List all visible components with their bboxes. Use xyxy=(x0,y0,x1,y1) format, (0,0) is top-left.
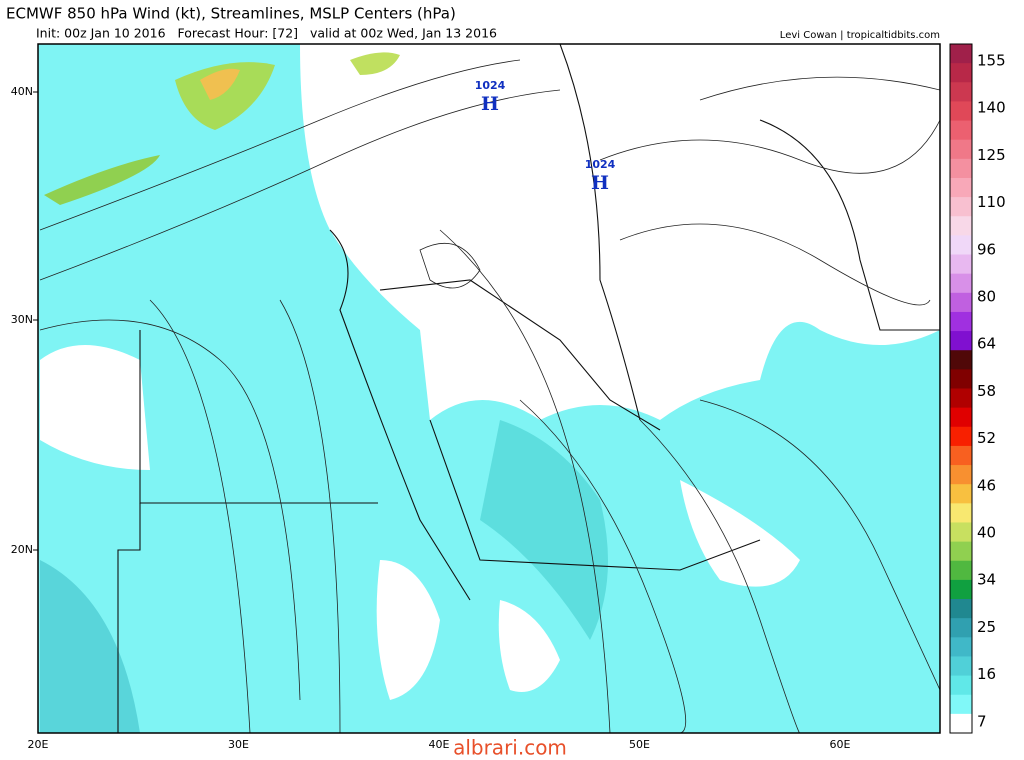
colorbar-swatch xyxy=(950,426,972,447)
colorbar-label: 110 xyxy=(977,193,1006,211)
colorbar-swatch xyxy=(950,120,972,141)
colorbar-label: 46 xyxy=(977,476,996,494)
colorbar-label: 155 xyxy=(977,52,1006,70)
pressure-value: 1024 xyxy=(475,79,506,92)
colorbar-swatch xyxy=(950,579,972,600)
colorbar-swatch xyxy=(950,158,972,179)
title: ECMWF 850 hPa Wind (kt), Streamlines, MS… xyxy=(6,5,456,23)
colorbar-label: 40 xyxy=(977,524,996,542)
colorbar-swatch xyxy=(950,177,972,198)
colorbar-label: 58 xyxy=(977,382,996,400)
colorbar-label: 140 xyxy=(977,99,1006,117)
colorbar-label: 125 xyxy=(977,146,1006,164)
longitude-label: 20E xyxy=(28,738,49,751)
colorbar-swatch xyxy=(950,694,972,715)
watermark: albrari.com xyxy=(453,736,567,760)
colorbar-label: 7 xyxy=(977,712,987,730)
land-clear xyxy=(498,600,560,692)
pressure-center: H xyxy=(481,93,499,115)
colorbar-swatch xyxy=(950,292,972,313)
map xyxy=(37,43,941,734)
colorbar-swatch xyxy=(950,388,972,409)
wind-shade xyxy=(40,560,140,733)
wind-shade xyxy=(350,52,400,75)
colorbar-swatch xyxy=(950,618,972,638)
colorbar-swatch xyxy=(950,235,972,256)
pressure-center: H xyxy=(591,172,609,194)
colorbar-swatch xyxy=(950,675,972,696)
colorbar-swatch xyxy=(950,273,972,294)
colorbar-swatch xyxy=(950,350,972,370)
colorbar-swatch xyxy=(950,465,972,485)
wind-shade xyxy=(44,155,160,205)
colorbar-label: 34 xyxy=(977,571,996,589)
colorbar-swatch xyxy=(950,407,972,428)
subtitle: Init: 00z Jan 10 2016 Forecast Hour: [72… xyxy=(36,26,497,41)
colorbar-swatch xyxy=(950,197,972,217)
colorbar-swatch xyxy=(950,656,972,677)
longitude-label: 30E xyxy=(228,738,249,751)
colorbar-swatch xyxy=(950,311,972,332)
colorbar-label: 16 xyxy=(977,665,996,683)
colorbar-swatch xyxy=(950,139,972,160)
colorbar-swatch xyxy=(950,254,972,275)
colorbar-frame xyxy=(949,43,973,734)
colorbar-swatch xyxy=(950,713,972,734)
streamlines xyxy=(39,59,940,733)
pressure-value: 1024 xyxy=(585,158,616,171)
credit: Levi Cowan | tropicaltidbits.com xyxy=(780,30,940,41)
colorbar-swatch xyxy=(950,63,972,83)
colorbar-swatch xyxy=(950,484,972,504)
latitude-label: 30N xyxy=(11,313,33,326)
latitude-label: 40N xyxy=(11,85,33,98)
colorbar-swatch xyxy=(950,503,972,523)
colorbar-swatch xyxy=(950,637,972,657)
land-clear xyxy=(40,345,150,470)
colorbar-swatch xyxy=(950,599,972,619)
map-frame xyxy=(37,43,941,734)
colorbar-label: 96 xyxy=(977,240,996,258)
longitude-label: 50E xyxy=(629,738,650,751)
colorbar-swatch xyxy=(950,216,972,236)
colorbar-swatch xyxy=(950,445,972,466)
colorbar-swatch xyxy=(950,82,972,102)
land-clear xyxy=(300,44,940,420)
longitude-label: 60E xyxy=(830,738,851,751)
colorbar-swatch xyxy=(950,369,972,389)
colorbar-swatch xyxy=(950,522,972,543)
longitude-label: 40E xyxy=(429,738,450,751)
wind-shade xyxy=(175,62,275,131)
colorbar-swatch xyxy=(950,560,972,581)
colorbar-swatch xyxy=(950,44,972,64)
wind-shade xyxy=(200,68,240,100)
land-clear xyxy=(376,560,440,700)
colorbar-label: 25 xyxy=(977,618,996,636)
colorbar-swatch xyxy=(950,331,972,351)
land-clear xyxy=(680,480,800,587)
colorbar-swatch xyxy=(950,101,972,122)
latitude-label: 20N xyxy=(11,543,33,556)
colorbar-label: 64 xyxy=(977,335,996,353)
country-borders xyxy=(117,44,940,733)
colorbar-swatch xyxy=(950,541,972,562)
colorbar-label: 80 xyxy=(977,288,996,306)
colorbar-label: 52 xyxy=(977,429,996,447)
